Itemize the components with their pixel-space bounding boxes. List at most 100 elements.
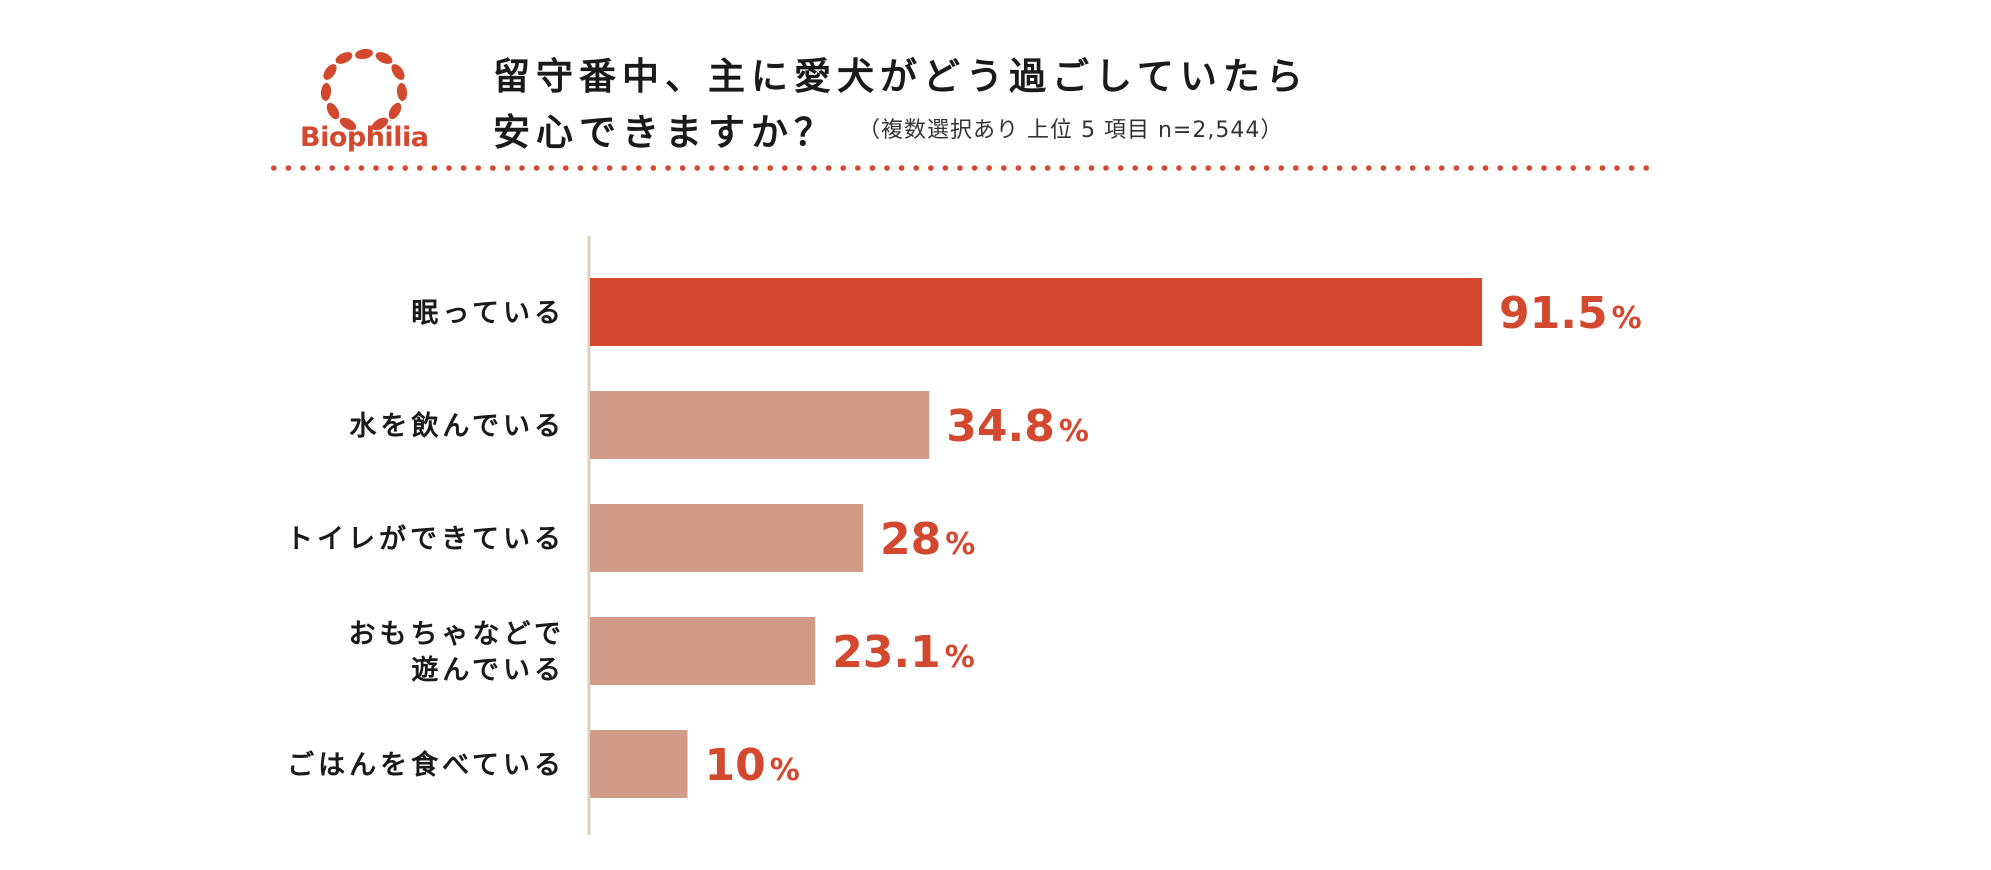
category-label-line: 水を飲んでいる <box>349 410 565 442</box>
divider-dot <box>1366 165 1372 171</box>
divider-dot <box>1570 165 1576 171</box>
value-unit: % <box>1612 301 1642 336</box>
value-label-1: 91.5% <box>1499 288 1642 339</box>
divider-dot <box>884 165 890 171</box>
divider-dot <box>1088 165 1095 171</box>
divider-dot <box>636 165 642 171</box>
divider-dot <box>460 165 467 171</box>
divider-dot <box>650 165 657 171</box>
divider-dot <box>1117 165 1124 171</box>
divider-dot <box>942 165 949 171</box>
divider-dot <box>1526 165 1533 171</box>
divider-dot <box>402 165 408 171</box>
divider-dot <box>869 165 876 171</box>
bar-5 <box>590 730 688 798</box>
divider-dot <box>1395 165 1401 171</box>
divider-dot <box>723 165 730 171</box>
value-number: 10 <box>705 740 766 791</box>
category-label-line: おもちゃなどで <box>349 619 565 650</box>
dotted-divider <box>271 165 1649 171</box>
divider-dot <box>533 165 540 171</box>
divider-dot <box>957 165 963 171</box>
divider-dot <box>913 165 919 171</box>
value-number: 34.8 <box>946 401 1055 452</box>
chart-title-line-2: 安心できますか？ <box>493 111 837 154</box>
divider-dot <box>606 165 613 171</box>
bar-4 <box>590 617 816 685</box>
divider-dot <box>314 165 321 171</box>
divider-dot <box>1132 165 1138 171</box>
divider-dot <box>1643 165 1649 171</box>
divider-dot <box>1439 165 1445 171</box>
divider-dot <box>1001 165 1007 171</box>
divider-dot <box>1468 165 1474 171</box>
divider-dot <box>1015 165 1022 171</box>
divider-dot <box>1482 165 1489 171</box>
category-label-3: トイレができている <box>286 523 565 555</box>
category-label-line: 遊んでいる <box>411 655 565 686</box>
divider-dot <box>1336 165 1343 171</box>
value-unit: % <box>945 527 975 562</box>
chart-subtitle: （複数選択あり 上位 5 項目 n=2,544） <box>858 118 1284 143</box>
divider-dot <box>285 165 292 171</box>
category-label-4: おもちゃなどで遊んでいる <box>349 619 565 686</box>
value-unit: % <box>1059 414 1089 449</box>
chart-title-line-1: 留守番中、主に愛犬がどう過ごしていたら <box>493 55 1309 98</box>
divider-dot <box>1453 165 1460 171</box>
divider-dot <box>796 165 803 171</box>
category-label-line: トイレができている <box>286 523 565 555</box>
category-label-line: ごはんを食べている <box>287 749 565 781</box>
divider-dot <box>431 165 438 171</box>
value-label-2: 34.8% <box>946 401 1089 452</box>
divider-dot <box>1278 165 1284 171</box>
divider-dot <box>855 165 861 171</box>
divider-dot <box>1059 165 1065 171</box>
divider-dot <box>1512 165 1518 171</box>
divider-dot <box>358 165 365 171</box>
divider-dot <box>1205 165 1211 171</box>
divider-dot <box>1409 165 1416 171</box>
divider-dot <box>621 165 627 171</box>
divider-dot <box>300 165 306 171</box>
divider-dot <box>971 165 978 171</box>
divider-dot <box>752 165 759 171</box>
logo-text: Biophilia <box>300 122 429 153</box>
divider-dot <box>329 165 335 171</box>
bar-1 <box>590 278 1482 346</box>
divider-dot <box>1307 165 1314 171</box>
value-label-5: 10% <box>705 740 800 791</box>
divider-dot <box>1497 165 1503 171</box>
category-label-1: 眠っている <box>411 298 565 329</box>
value-number: 23.1 <box>832 627 941 678</box>
value-unit: % <box>770 753 800 788</box>
divider-dot <box>417 165 423 171</box>
divider-dot <box>446 165 452 171</box>
divider-dot <box>1424 165 1430 171</box>
divider-dot <box>1176 165 1182 171</box>
value-number: 91.5 <box>1499 288 1608 339</box>
divider-dot <box>504 165 511 171</box>
divider-dot <box>592 165 598 171</box>
category-label-5: ごはんを食べている <box>287 749 565 781</box>
divider-dot <box>1614 165 1620 171</box>
divider-dot <box>1074 165 1080 171</box>
divider-dot <box>1234 165 1241 171</box>
divider-dot <box>1585 165 1591 171</box>
divider-dot <box>1380 165 1387 171</box>
divider-dot <box>840 165 846 171</box>
divider-dot <box>1541 165 1547 171</box>
divider-dot <box>373 165 379 171</box>
divider-dot <box>563 165 569 171</box>
value-unit: % <box>945 640 975 675</box>
divider-dot <box>898 165 905 171</box>
divider-dot <box>767 165 773 171</box>
divider-dot <box>344 165 350 171</box>
divider-dot <box>694 165 700 171</box>
divider-dot <box>1322 165 1328 171</box>
divider-dot <box>1293 165 1299 171</box>
divider-dot <box>1030 165 1036 171</box>
divider-dot <box>577 165 584 171</box>
divider-dot <box>1147 165 1153 171</box>
divider-dot <box>1249 165 1255 171</box>
